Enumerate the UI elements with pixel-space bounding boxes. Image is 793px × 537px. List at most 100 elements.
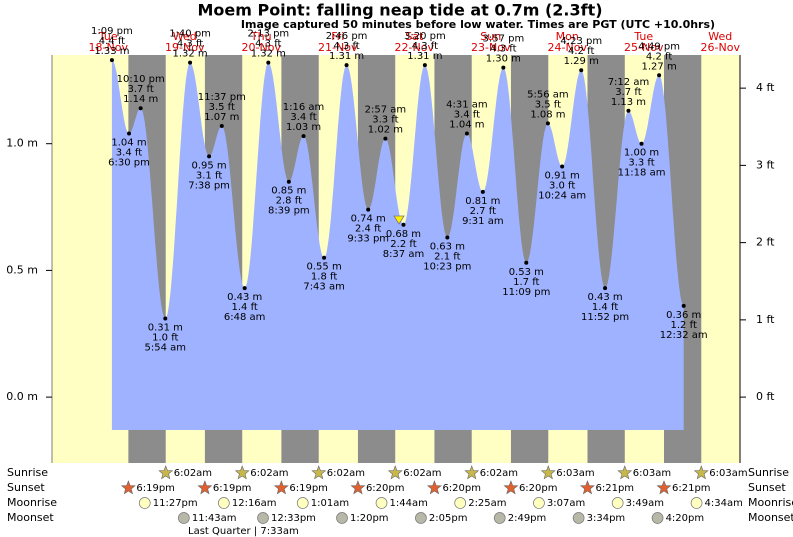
row-label-left: Moonset bbox=[7, 511, 54, 524]
day-name: Thu bbox=[250, 30, 272, 43]
moonrise-time: 11:27pm bbox=[153, 498, 198, 509]
extreme-ft-label: 4.3 ft bbox=[177, 39, 203, 50]
extreme-ft-label: 4.3 ft bbox=[412, 41, 438, 52]
y2-tick-label: 1 ft bbox=[756, 313, 775, 326]
sunrise-icon bbox=[311, 465, 327, 480]
moonset-icon bbox=[572, 512, 585, 524]
extreme-value-label: 1.13 m bbox=[611, 97, 646, 108]
extreme-value-label: 1.00 m bbox=[624, 148, 659, 159]
extreme-time: 10:10 pm bbox=[117, 74, 165, 85]
sunset-time: 6:20pm bbox=[442, 483, 481, 494]
low-tide-point bbox=[207, 154, 212, 159]
moonrise-icon bbox=[533, 497, 545, 509]
sunset-icon bbox=[197, 480, 213, 495]
day-name: Tue bbox=[98, 30, 118, 43]
extreme-ft-label: 2.7 ft bbox=[470, 206, 496, 217]
row-label-right: Sunset bbox=[748, 481, 786, 494]
low-tide-point bbox=[126, 131, 131, 136]
sunset-icon bbox=[426, 480, 442, 495]
extreme-value-label: 0.63 m bbox=[430, 241, 465, 252]
low-tide-point bbox=[603, 286, 608, 291]
moonset-time: 11:43am bbox=[192, 513, 237, 524]
sunrise-icon bbox=[158, 465, 174, 480]
moonset-time: 1:20pm bbox=[350, 513, 389, 524]
extreme-time: 7:12 am bbox=[608, 77, 650, 88]
extreme-ft-label: 4.3 ft bbox=[255, 39, 281, 50]
high-tide-point bbox=[383, 136, 388, 141]
extreme-ft-label: 1.4 ft bbox=[592, 302, 618, 313]
moonrise-time: 3:49am bbox=[626, 498, 664, 509]
moonrise-icon bbox=[690, 497, 703, 509]
moonset-time: 4:20pm bbox=[666, 513, 705, 524]
moonrise-icon bbox=[454, 497, 467, 509]
sunset-time: 6:19pm bbox=[213, 483, 252, 494]
high-tide-point bbox=[501, 65, 506, 70]
sunrise-time: 6:03am bbox=[709, 468, 747, 479]
moonrise-time: 1:44am bbox=[390, 498, 428, 509]
moon-phase: Last Quarter | 7:33am bbox=[188, 526, 299, 537]
sunrise-time: 6:02am bbox=[403, 468, 441, 479]
moonrise-icon bbox=[375, 497, 388, 509]
extreme-time: 6:30 pm bbox=[108, 158, 150, 169]
extreme-ft-label: 4.4 ft bbox=[99, 36, 125, 47]
y2-tick-label: 3 ft bbox=[756, 158, 775, 171]
extreme-ft-label: 3.4 ft bbox=[454, 110, 480, 121]
moonrise-time: 1:01am bbox=[311, 498, 349, 509]
high-tide-point bbox=[344, 63, 349, 68]
moonrise-time: 2:25am bbox=[468, 498, 506, 509]
tide-area bbox=[111, 60, 684, 430]
sunset-icon bbox=[350, 480, 366, 495]
extreme-time: 2:13 pm bbox=[247, 29, 289, 40]
chart-title: Moem Point: falling neap tide at 0.7m (2… bbox=[197, 1, 602, 20]
y-tick-label: 1.0 m bbox=[6, 137, 38, 150]
extreme-value-label: 1.03 m bbox=[286, 122, 321, 133]
day-date: 20-Nov bbox=[242, 41, 282, 54]
low-tide-point bbox=[560, 164, 565, 169]
sunrise-time: 6:03am bbox=[556, 468, 594, 479]
extreme-value-label: 1.04 m bbox=[449, 120, 484, 131]
extreme-value-label: 0.91 m bbox=[545, 171, 580, 182]
sunrise-icon bbox=[540, 465, 556, 480]
high-tide-point bbox=[219, 123, 224, 128]
water-layer bbox=[111, 60, 684, 430]
sunset-icon bbox=[120, 480, 136, 495]
high-tide-point bbox=[422, 63, 427, 68]
extreme-ft-label: 2.1 ft bbox=[434, 251, 460, 262]
row-label-right: Moonrise bbox=[748, 496, 793, 509]
extreme-ft-label: 2.8 ft bbox=[276, 196, 302, 207]
extreme-value-label: 0.81 m bbox=[465, 196, 500, 207]
sunrise-time: 6:02am bbox=[480, 468, 518, 479]
extreme-ft-label: 3.4 ft bbox=[116, 148, 142, 159]
sunrise-icon bbox=[464, 465, 480, 480]
moonset-icon bbox=[415, 512, 427, 524]
current-level-marker bbox=[393, 215, 405, 225]
extreme-ft-label: 4.2 ft bbox=[646, 51, 672, 62]
moonset-icon bbox=[651, 512, 664, 524]
extreme-time: 5:54 am bbox=[145, 343, 187, 354]
moonrise-time: 4:34am bbox=[705, 498, 743, 509]
day-date: 22-Nov bbox=[395, 41, 435, 54]
extreme-time: 9:31 am bbox=[462, 216, 504, 227]
moonset-time: 12:33pm bbox=[271, 513, 316, 524]
high-tide-point bbox=[138, 106, 143, 111]
extreme-time: 1:09 pm bbox=[91, 26, 133, 37]
foreground: 0.0 m0.5 m1.0 m0 ft1 ft2 ft3 ft4 ftTue18… bbox=[6, 26, 793, 524]
moonrise-icon bbox=[218, 497, 230, 509]
extreme-time: 11:52 pm bbox=[581, 312, 629, 323]
extreme-time: 7:38 pm bbox=[188, 180, 230, 191]
extreme-value-label: 1.31 m bbox=[329, 51, 364, 62]
extreme-value-label: 1.30 m bbox=[486, 54, 521, 65]
extreme-ft-label: 1.4 ft bbox=[231, 302, 257, 313]
extreme-time: 6:48 am bbox=[224, 312, 266, 323]
extreme-ft-label: 4.3 ft bbox=[333, 41, 359, 52]
extreme-value-label: 1.33 m bbox=[94, 46, 129, 57]
extreme-value-label: 0.31 m bbox=[148, 323, 183, 334]
extreme-time: 10:24 am bbox=[538, 191, 586, 202]
sunrise-time: 6:02am bbox=[250, 468, 288, 479]
low-tide-point bbox=[163, 316, 168, 321]
extreme-value-label: 1.14 m bbox=[123, 94, 158, 105]
extreme-value-label: 0.68 m bbox=[386, 229, 421, 240]
sunset-icon bbox=[273, 480, 289, 495]
day-name: Wed bbox=[708, 30, 732, 43]
sunset-time: 6:21pm bbox=[595, 483, 634, 494]
